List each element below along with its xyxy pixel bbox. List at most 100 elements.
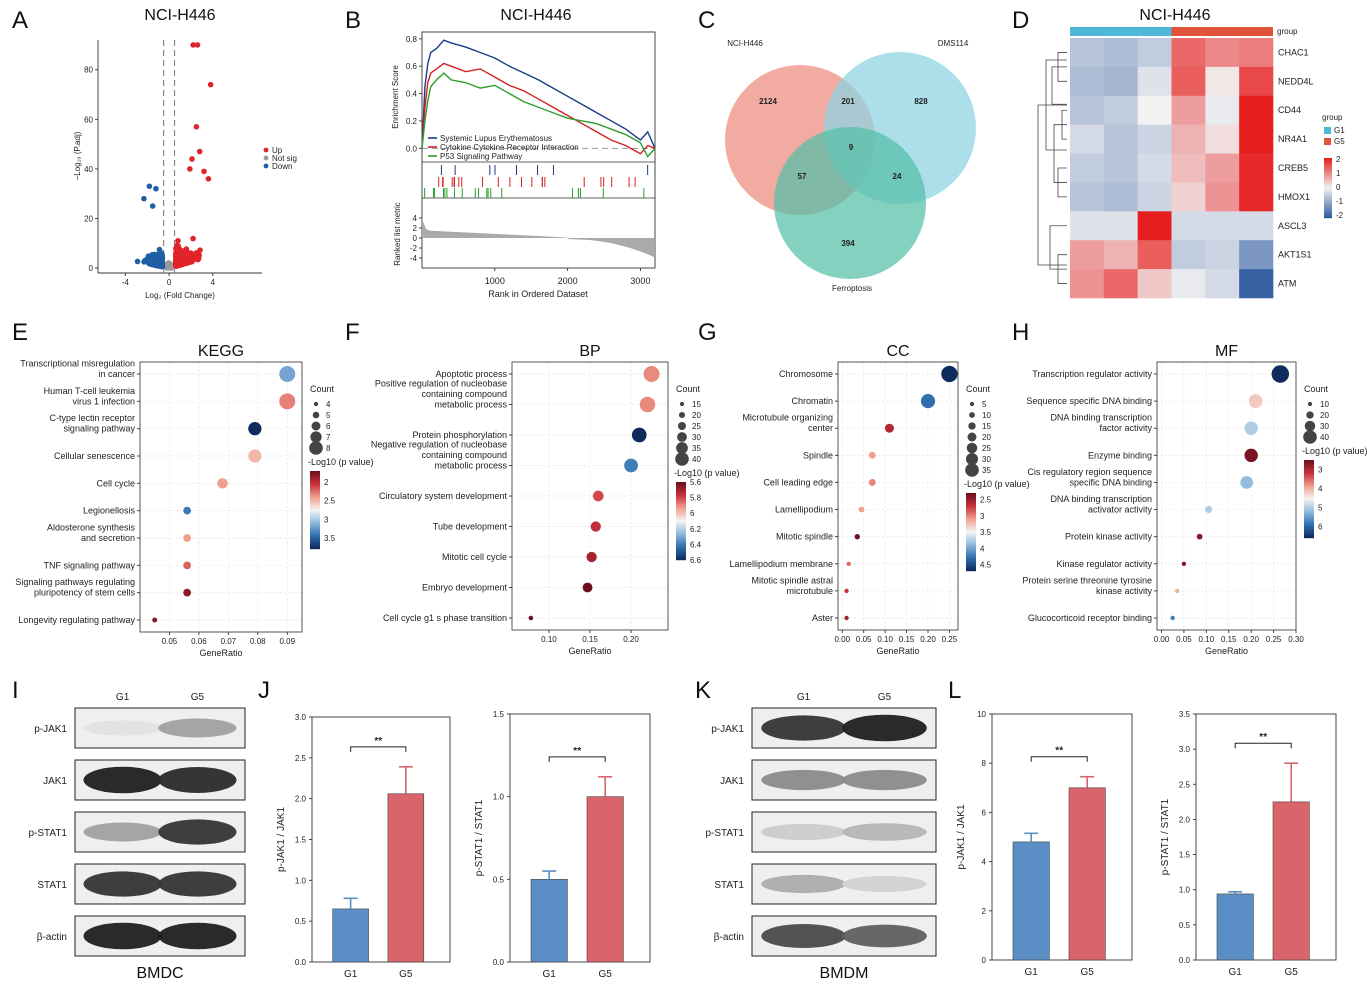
color-legend-step <box>676 534 686 536</box>
point-down <box>146 183 153 190</box>
x-tick-label: 0.15 <box>899 635 915 644</box>
scale-step <box>1324 206 1332 208</box>
term-label: Apoptotic process <box>435 369 507 379</box>
term-label: Enzyme binding <box>1088 450 1152 460</box>
scale-step <box>1324 174 1332 176</box>
count-legend-title: Count <box>1304 384 1329 394</box>
term-label: Microtubule organizing <box>742 413 833 423</box>
color-legend-step <box>676 518 686 520</box>
color-legend-step <box>310 473 320 475</box>
color-legend-step <box>676 541 686 543</box>
point-notsig <box>168 265 175 271</box>
heat-cell <box>1103 124 1138 154</box>
heat-cell <box>1239 269 1274 299</box>
color-legend-step <box>310 495 320 497</box>
term-dot <box>631 427 647 443</box>
term-label: Cell cycle g1 s phase transition <box>383 613 507 623</box>
color-legend-step <box>1304 499 1314 501</box>
color-legend-step <box>1304 463 1314 465</box>
y-tick-label: 1.0 <box>295 876 307 885</box>
heat-cell <box>1239 240 1274 270</box>
term-label: kinase activity <box>1096 586 1153 596</box>
count-legend-dot <box>675 452 689 466</box>
color-legend-step <box>676 524 686 526</box>
color-legend-step <box>310 542 320 544</box>
color-legend-step <box>1304 510 1314 512</box>
color-legend-step <box>676 495 686 497</box>
significance-bracket <box>1234 742 1292 749</box>
blot-row-label: β-actin <box>37 932 67 943</box>
color-legend-step <box>676 529 686 531</box>
count-legend-label: 35 <box>692 444 701 453</box>
color-legend-step <box>966 555 976 557</box>
scale-step <box>1324 198 1332 200</box>
color-legend-step <box>966 564 976 566</box>
x-tick-label: 0.05 <box>856 635 872 644</box>
color-legend-step <box>1304 500 1314 502</box>
blot-row-label: JAK1 <box>43 776 67 787</box>
plot-frame <box>139 361 303 633</box>
term-dot <box>183 506 192 515</box>
term-label: Chromatin <box>791 396 833 406</box>
color-legend-step <box>310 472 320 474</box>
term-dot <box>279 393 296 410</box>
term-dot <box>941 365 958 383</box>
color-legend-step <box>1304 484 1314 486</box>
series-line <box>421 39 656 149</box>
y-axis-label: p-STAT1 / STAT1 <box>474 799 485 876</box>
heat-cell <box>1171 211 1206 241</box>
color-legend-step <box>966 557 976 559</box>
color-legend-step <box>310 485 320 487</box>
color-legend-step <box>1304 501 1314 503</box>
count-legend-dot <box>678 422 686 430</box>
count-legend-dot <box>968 422 976 430</box>
heat-cell <box>1171 240 1206 270</box>
count-legend-label: 15 <box>692 400 701 409</box>
color-legend-step <box>966 503 976 505</box>
point-down <box>141 259 147 265</box>
bar <box>586 796 624 963</box>
scale-step <box>1324 205 1332 207</box>
scale-step <box>1324 210 1332 212</box>
color-legend-label: 6.4 <box>690 540 702 549</box>
color-legend-step <box>966 506 976 508</box>
blot-band <box>83 720 162 736</box>
scale-step <box>1324 159 1332 161</box>
color-legend-step <box>676 496 686 498</box>
color-legend-step <box>966 558 976 560</box>
bar-chart-j-right: 0.0 0.5 1.0 1.5 G1 G5 ** p-STAT1 / STAT1 <box>474 710 651 980</box>
color-legend-label: 5.6 <box>690 478 702 487</box>
scale-step <box>1324 202 1332 204</box>
x-tick-label: 0.05 <box>162 637 178 646</box>
term-label: center <box>808 423 833 433</box>
color-legend-step <box>1304 535 1314 537</box>
color-legend-step <box>1304 513 1314 515</box>
row-label: ATM <box>1278 279 1296 289</box>
venn-count: 828 <box>914 97 928 106</box>
term-dot <box>183 534 192 542</box>
color-legend-step <box>676 514 686 516</box>
point-down <box>159 257 165 264</box>
color-legend-step <box>310 508 320 510</box>
term-label: specific DNA binding <box>1069 477 1152 487</box>
term-dot <box>844 588 849 594</box>
color-legend-step <box>676 508 686 510</box>
color-legend-step <box>310 505 320 507</box>
color-legend-step <box>1304 480 1314 482</box>
point-up <box>189 258 195 265</box>
term-label: virus 1 infection <box>72 396 135 406</box>
x-tick-label: 0.07 <box>221 637 237 646</box>
color-legend-step <box>1304 512 1314 514</box>
group-bar-g1 <box>1070 27 1172 36</box>
color-legend-step <box>1304 481 1314 483</box>
color-legend-step <box>310 515 320 517</box>
count-legend-label: 15 <box>982 422 991 431</box>
series-line <box>421 62 656 155</box>
heat-cell <box>1239 124 1274 154</box>
scale-step <box>1324 180 1332 182</box>
color-legend-step <box>310 476 320 478</box>
blot-band <box>842 876 927 892</box>
color-legend-step <box>310 498 320 500</box>
scale-step <box>1324 184 1332 186</box>
color-legend-step <box>676 502 686 504</box>
